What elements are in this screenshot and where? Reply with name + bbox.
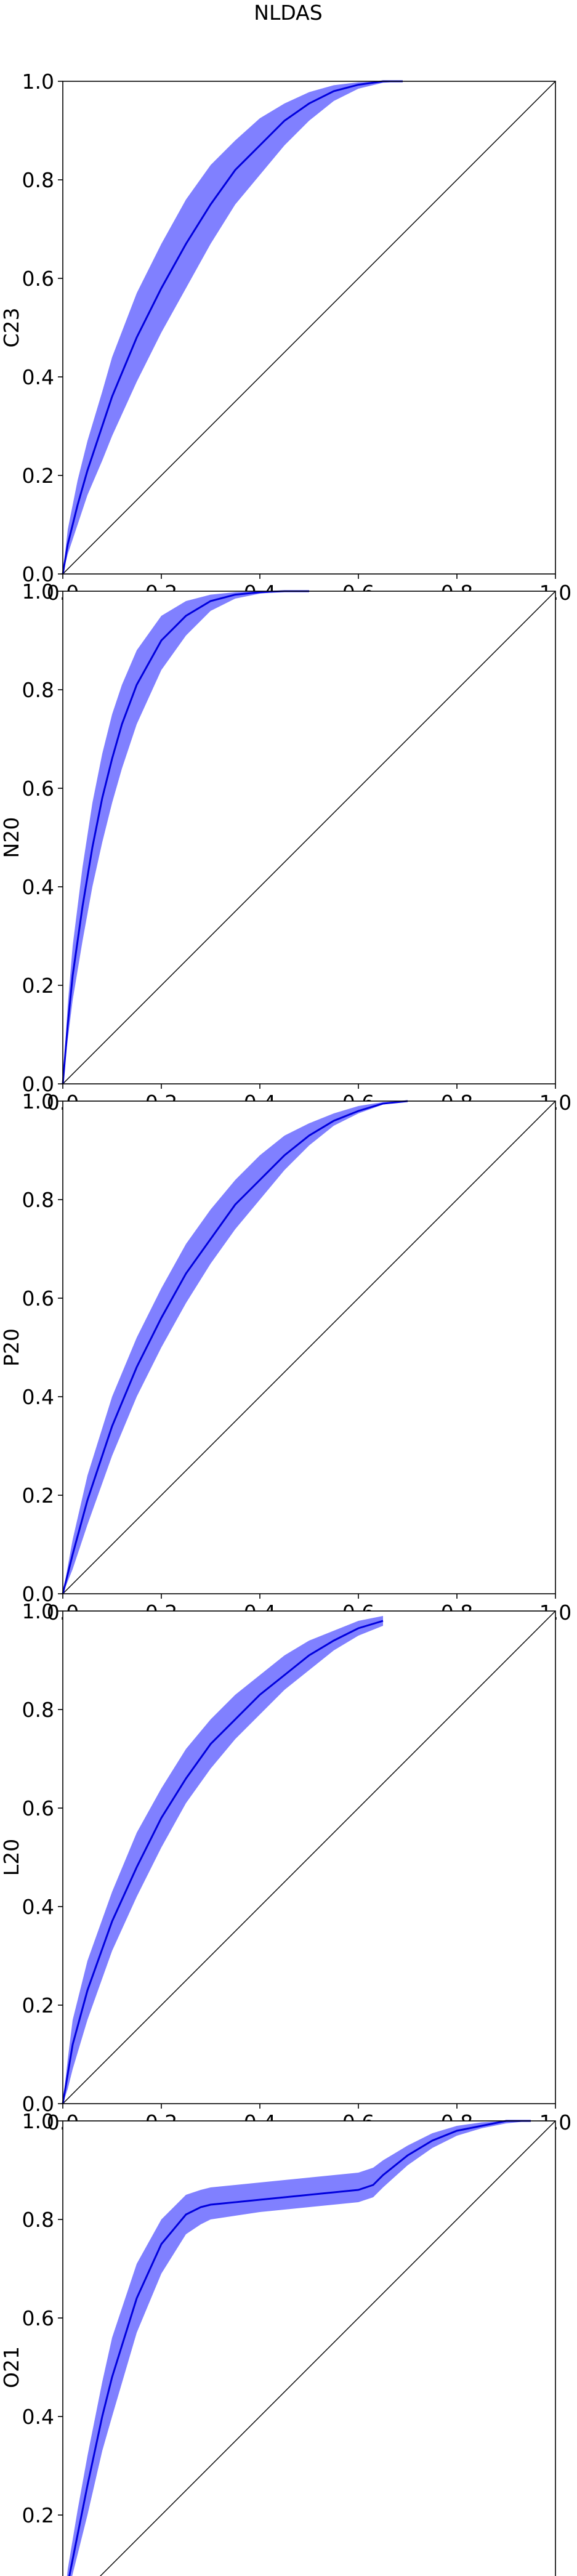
y-tick-label: 0.0 — [22, 1582, 54, 1606]
diagonal-reference-line — [62, 1100, 556, 1594]
y-tick-label: 0.0 — [22, 2092, 54, 2116]
uncertainty-band — [63, 81, 403, 574]
axes-frame — [62, 2120, 556, 2576]
diagonal-reference-line — [100, 2120, 556, 2576]
y-axis-label: L20 — [0, 1839, 23, 1876]
uncertainty-band — [63, 1616, 383, 2104]
y-tick-label: 0.6 — [22, 267, 54, 291]
y-axis-label: N20 — [0, 817, 23, 858]
mean-curve — [62, 1620, 384, 2104]
y-tick-label: 0.8 — [22, 1698, 54, 1722]
y-tick-label: 0.4 — [22, 365, 54, 389]
y-tick-label: 0.2 — [22, 1484, 54, 1508]
uncertainty-band — [67, 2121, 531, 2576]
axes-frame — [62, 81, 556, 575]
mean-curve — [68, 2120, 531, 2576]
diagonal-reference-line — [62, 591, 556, 1084]
y-tick-label: 0.6 — [22, 777, 54, 801]
y-tick-label: 1.0 — [22, 70, 54, 94]
y-tick-label: 0.0 — [22, 562, 54, 586]
uncertainty-band — [63, 591, 309, 1084]
y-tick-label: 0.8 — [22, 1188, 54, 1212]
uncertainty-band — [63, 1101, 408, 1594]
y-tick-label: 0.8 — [22, 168, 54, 192]
y-tick-label: 0.8 — [22, 2208, 54, 2232]
mean-curve — [62, 590, 309, 1084]
y-tick-label: 1.0 — [22, 579, 54, 604]
y-axis-label: O21 — [0, 2346, 23, 2388]
diagonal-reference-line — [62, 1610, 556, 2104]
y-tick-label: 0.2 — [22, 464, 54, 488]
axes-frame — [62, 1610, 556, 2104]
y-tick-label: 0.4 — [22, 875, 54, 899]
diagonal-reference-line — [62, 81, 556, 575]
y-tick-label: 0.2 — [22, 1993, 54, 2017]
y-tick-label: 0.8 — [22, 678, 54, 702]
y-tick-label: 1.0 — [22, 2109, 54, 2133]
y-tick-label: 0.6 — [22, 1796, 54, 1820]
y-tick-label: 0.2 — [22, 974, 54, 998]
axes-frame — [62, 1100, 556, 1594]
y-tick-label: 0.4 — [22, 1895, 54, 1919]
y-axis-label: C23 — [0, 307, 23, 347]
y-tick-label: 0.0 — [22, 1072, 54, 1096]
subplot-grid: 0.00.20.40.60.81.00.00.20.40.60.81.0C230… — [0, 70, 571, 2576]
axes-frame — [62, 591, 556, 1084]
figure-title: NLDAS — [254, 1, 322, 25]
y-tick-label: 0.2 — [22, 2503, 54, 2527]
y-tick-label: 0.6 — [22, 2306, 54, 2330]
y-tick-label: 1.0 — [22, 1089, 54, 1113]
y-axis-label: P20 — [0, 1328, 23, 1367]
mean-curve — [62, 1100, 408, 1594]
y-tick-label: 1.0 — [22, 1599, 54, 1623]
y-tick-label: 0.4 — [22, 2405, 54, 2429]
mean-curve — [62, 80, 403, 575]
y-tick-label: 0.4 — [22, 1385, 54, 1409]
y-tick-label: 0.6 — [22, 1286, 54, 1310]
